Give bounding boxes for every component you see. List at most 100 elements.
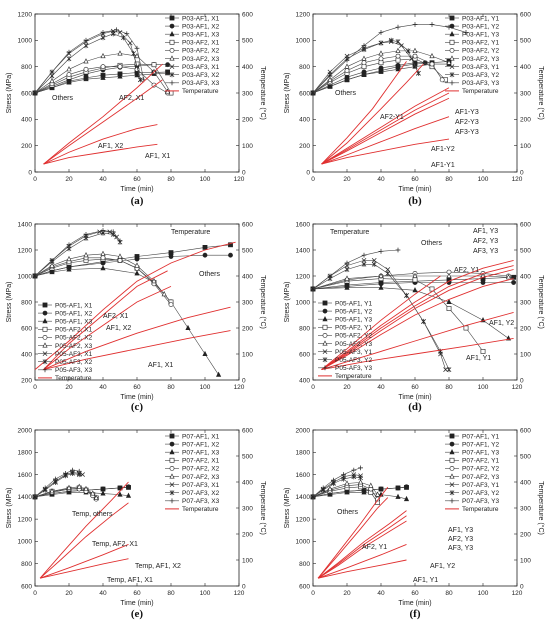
data-point — [412, 277, 418, 283]
data-point — [446, 59, 452, 65]
data-point — [412, 272, 418, 279]
y2-axis-label: Temperature (°C) — [537, 275, 545, 329]
data-point — [83, 43, 89, 49]
data-point — [429, 61, 435, 67]
y-tick-label: 1800 — [296, 450, 311, 457]
chart-panel-c: 0 20 40 60 80 100 120 200 400 600 800 1000 1200 1400 0… — [6, 221, 267, 401]
temperature-curve — [34, 241, 236, 370]
y2-tick-label: 400 — [242, 64, 253, 71]
data-point — [151, 278, 157, 284]
data-point — [378, 40, 384, 46]
curve-annotation: Others — [199, 271, 221, 278]
temperature-curve — [321, 138, 450, 165]
curve-annotation: Temp, AF2, X1 — [92, 541, 138, 548]
y-tick-label: 800 — [21, 299, 32, 306]
x-tick-label: 60 — [411, 384, 419, 391]
data-point — [134, 72, 140, 78]
y2-tick-label: 500 — [520, 38, 531, 45]
data-point — [361, 55, 367, 61]
x-tick-label: 80 — [445, 176, 453, 183]
data-point — [331, 477, 336, 483]
legend-swatch-marker — [42, 318, 48, 324]
curve-annotation: AF2, X1 — [103, 313, 128, 320]
data-point — [49, 258, 55, 263]
data-point — [443, 367, 448, 372]
y-tick-label: 400 — [21, 117, 32, 124]
legend-swatch-marker — [449, 31, 455, 37]
data-point — [32, 90, 38, 96]
curve-annotation: AF3-Y3 — [455, 129, 479, 136]
y2-tick-label: 200 — [242, 117, 253, 124]
legend-entry: P07-AF1, X1 — [182, 433, 220, 440]
x-tick-label: 20 — [343, 590, 351, 597]
x-tick-label: 20 — [65, 176, 73, 183]
legend-entry: P07-AF2, Y3 — [462, 474, 499, 481]
y2-tick-label: 600 — [520, 221, 531, 228]
legend-swatch-marker — [449, 55, 455, 61]
y2-tick-label: 0 — [242, 169, 246, 176]
legend-entry: P05-AF3, X1 — [55, 351, 93, 358]
data-point — [429, 52, 435, 59]
temperature-curve — [317, 497, 389, 579]
legend-entry: P07-AF2, X2 — [182, 466, 220, 473]
x-axis-label: Time (min) — [398, 600, 431, 607]
data-point — [32, 494, 38, 500]
x-tick-label: 0 — [33, 384, 37, 391]
x-tick-label: 100 — [478, 176, 489, 183]
x-tick-label: 120 — [512, 384, 523, 391]
legend-entry: P03-AF1, Y1 — [462, 15, 499, 22]
data-point — [395, 493, 401, 499]
data-point — [76, 483, 82, 489]
data-point — [66, 49, 72, 55]
x-tick-label: 40 — [99, 590, 107, 597]
x-tick-label: 0 — [33, 176, 37, 183]
data-point — [361, 43, 367, 48]
data-point — [446, 298, 452, 305]
legend-entry: P07-AF3, Y2 — [462, 490, 499, 497]
data-point — [70, 467, 75, 473]
legend-entry: P05-AF1, Y2 — [335, 308, 372, 315]
data-point — [378, 248, 384, 254]
data-point — [344, 76, 350, 82]
panel-caption-b: (b) — [408, 195, 422, 207]
data-point — [327, 485, 333, 492]
temperature-curve — [43, 330, 231, 371]
y2-tick-label: 400 — [242, 273, 253, 280]
data-point — [395, 53, 401, 59]
y2-tick-label: 400 — [520, 64, 531, 71]
x-tick-label: 80 — [167, 384, 175, 391]
legend-swatch-marker — [449, 490, 455, 496]
data-point — [341, 472, 346, 477]
y2-tick-label: 200 — [242, 531, 253, 538]
legend-swatch-marker — [322, 316, 328, 322]
y2-tick-label: 600 — [242, 221, 253, 228]
x-tick-label: 40 — [377, 176, 385, 183]
y-tick-label: 1000 — [18, 273, 33, 280]
data-point — [378, 60, 384, 66]
legend-entry: P05-AF3, Y2 — [335, 357, 372, 364]
x-axis-label: Time (min) — [398, 394, 431, 401]
data-point — [395, 57, 401, 63]
data-point — [361, 71, 367, 77]
y-axis-label: Stress (MPa) — [284, 488, 291, 529]
data-point — [100, 228, 106, 233]
data-point — [327, 73, 333, 79]
data-point — [185, 324, 191, 331]
temperature-curve — [321, 61, 407, 165]
legend-entry: P05-AF3, Y3 — [335, 365, 372, 372]
curve-annotation: Temperature — [171, 229, 210, 236]
legend-swatch-marker — [169, 39, 175, 45]
data-point — [100, 250, 106, 256]
data-point — [117, 30, 123, 35]
data-point — [446, 367, 452, 373]
x-tick-label: 120 — [234, 176, 245, 183]
data-point — [446, 306, 452, 311]
y-tick-label: 600 — [299, 351, 310, 358]
data-point — [83, 252, 89, 258]
legend-entry: P05-AF3, X3 — [55, 367, 93, 374]
stress-curve — [312, 249, 399, 290]
data-point — [505, 274, 512, 280]
legend-swatch-marker — [169, 473, 175, 479]
